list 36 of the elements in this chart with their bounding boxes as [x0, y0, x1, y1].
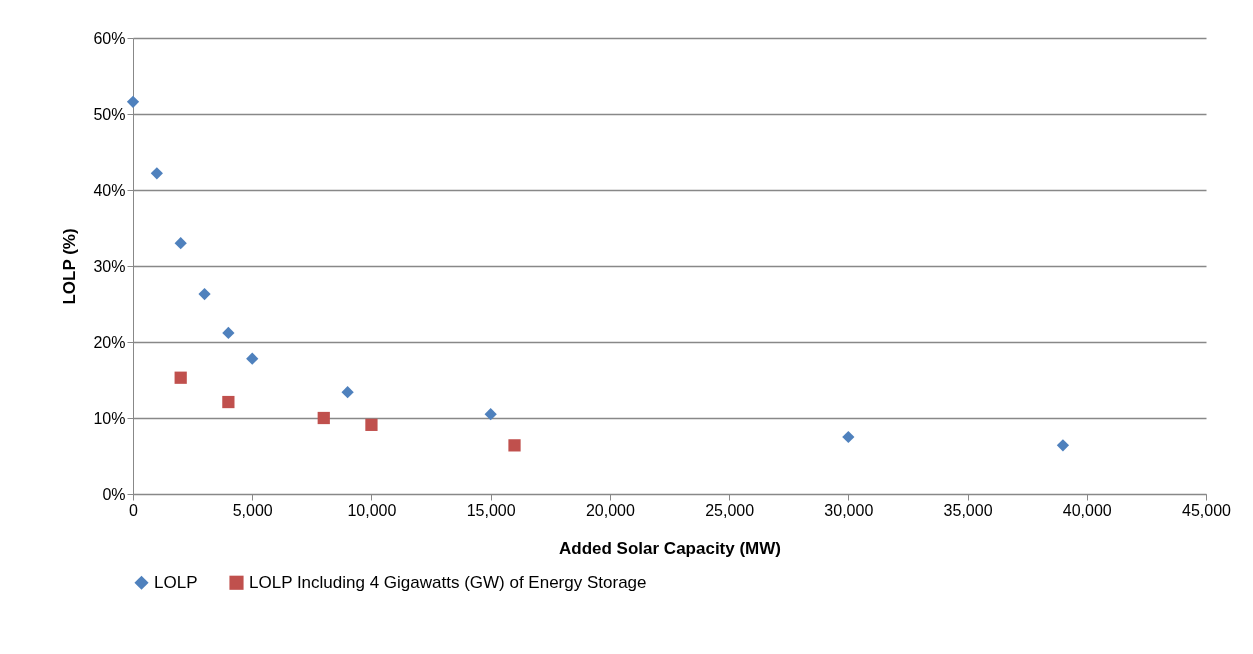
y-tick-label: 40%: [93, 181, 126, 199]
point: [126, 95, 140, 108]
y-tick-label: 10%: [93, 409, 126, 427]
x-tick-label: 40,000: [1062, 501, 1112, 519]
point: [174, 237, 187, 250]
legend-label: LOLP Including 4 Gigawatts (GW) of Energy Storage: [249, 572, 647, 592]
point: [484, 408, 497, 421]
point: [1056, 439, 1070, 452]
x-tick-label: 0: [129, 501, 139, 519]
x-axis-title: Added Solar Capacity (MW): [559, 538, 781, 558]
y-tick-label: 50%: [93, 105, 126, 123]
point: [246, 352, 259, 365]
x-tick-label: 45,000: [1182, 501, 1232, 519]
y-tick-label: 0%: [102, 485, 126, 503]
x-tick-label: 20,000: [585, 501, 635, 519]
point: [317, 411, 330, 425]
y-tick-label: 60%: [93, 29, 126, 47]
x-tick-label: 5,000: [232, 501, 273, 519]
point: [222, 395, 235, 409]
x-tick-label: 35,000: [943, 501, 993, 519]
y-tick-label: 30%: [93, 257, 126, 275]
point: [222, 326, 235, 339]
point: [365, 418, 378, 431]
point: [341, 386, 354, 399]
x-tick-label: 15,000: [466, 501, 516, 519]
point: [508, 439, 521, 452]
x-tick-label: 10,000: [347, 501, 397, 519]
x-tick-label: 25,000: [705, 501, 755, 519]
point: [150, 167, 163, 180]
point: [842, 430, 855, 444]
point: [174, 371, 187, 384]
x-tick-label: 30,000: [824, 501, 874, 519]
legend-label: LOLP: [154, 572, 198, 592]
y-tick-label: 20%: [93, 333, 126, 351]
point: [198, 288, 211, 301]
y-axis-title: LOLP (%): [60, 228, 80, 305]
